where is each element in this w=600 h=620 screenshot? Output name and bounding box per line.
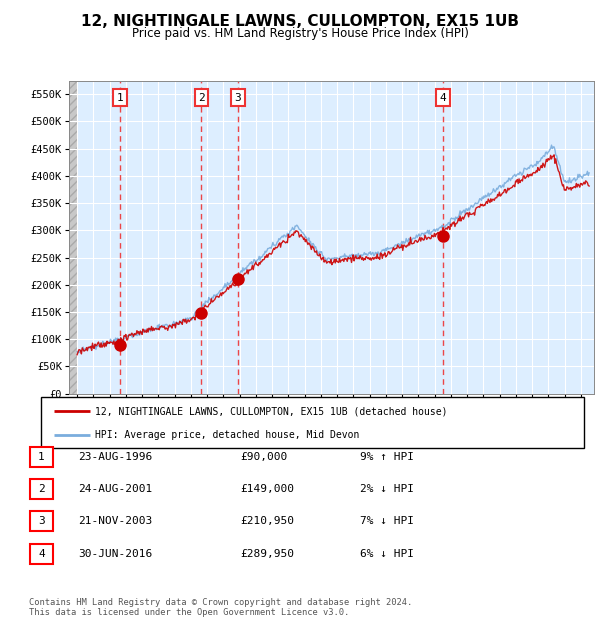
Text: 3: 3: [235, 93, 241, 103]
Text: 23-AUG-1996: 23-AUG-1996: [78, 452, 152, 462]
Text: £289,950: £289,950: [240, 549, 294, 559]
Text: 4: 4: [38, 549, 45, 559]
Text: 9% ↑ HPI: 9% ↑ HPI: [360, 452, 414, 462]
Text: HPI: Average price, detached house, Mid Devon: HPI: Average price, detached house, Mid …: [95, 430, 359, 440]
Text: 12, NIGHTINGALE LAWNS, CULLOMPTON, EX15 1UB: 12, NIGHTINGALE LAWNS, CULLOMPTON, EX15 …: [81, 14, 519, 29]
Text: £210,950: £210,950: [240, 516, 294, 526]
Text: Contains HM Land Registry data © Crown copyright and database right 2024.: Contains HM Land Registry data © Crown c…: [29, 598, 412, 607]
Text: This data is licensed under the Open Government Licence v3.0.: This data is licensed under the Open Gov…: [29, 608, 349, 617]
Text: £90,000: £90,000: [240, 452, 287, 462]
Text: 12, NIGHTINGALE LAWNS, CULLOMPTON, EX15 1UB (detached house): 12, NIGHTINGALE LAWNS, CULLOMPTON, EX15 …: [95, 406, 448, 416]
Text: 30-JUN-2016: 30-JUN-2016: [78, 549, 152, 559]
Text: 6% ↓ HPI: 6% ↓ HPI: [360, 549, 414, 559]
Bar: [69, 81, 77, 394]
Text: £149,000: £149,000: [240, 484, 294, 494]
Text: 2: 2: [38, 484, 45, 494]
Text: 7% ↓ HPI: 7% ↓ HPI: [360, 516, 414, 526]
Bar: [69, 81, 77, 394]
Text: 21-NOV-2003: 21-NOV-2003: [78, 516, 152, 526]
Text: 24-AUG-2001: 24-AUG-2001: [78, 484, 152, 494]
Text: 2% ↓ HPI: 2% ↓ HPI: [360, 484, 414, 494]
Text: 1: 1: [117, 93, 124, 103]
Text: 3: 3: [38, 516, 45, 526]
Text: 4: 4: [439, 93, 446, 103]
Text: Price paid vs. HM Land Registry's House Price Index (HPI): Price paid vs. HM Land Registry's House …: [131, 27, 469, 40]
Text: 2: 2: [198, 93, 205, 103]
Text: 1: 1: [38, 452, 45, 462]
